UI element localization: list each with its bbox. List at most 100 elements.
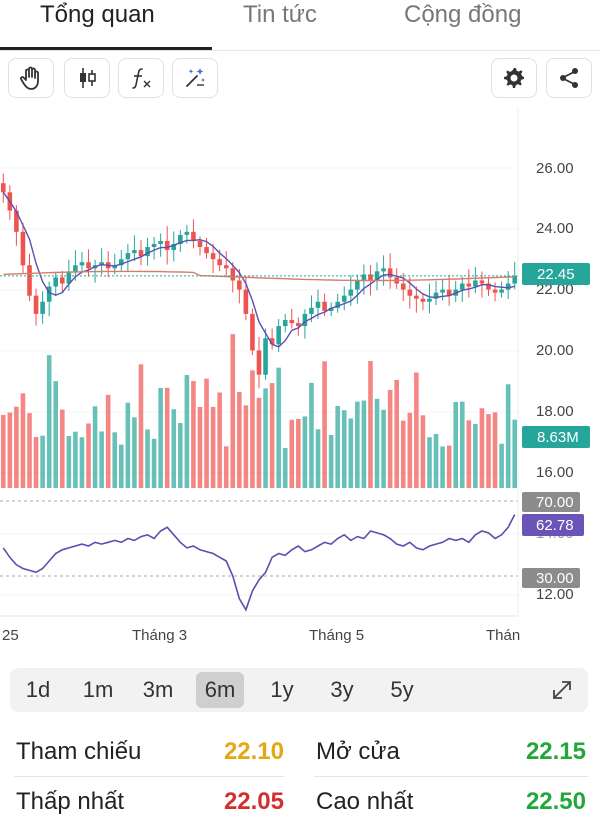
range-5y-button[interactable]: 5y xyxy=(390,677,414,702)
candle-body xyxy=(289,320,295,324)
candle-body xyxy=(158,240,163,244)
volume-bar xyxy=(263,388,268,488)
range-1y-button[interactable]: 1y xyxy=(270,677,294,702)
volume-bar xyxy=(387,389,393,488)
volume-bar xyxy=(53,381,59,488)
candle-body xyxy=(217,259,222,266)
candle-body xyxy=(420,298,426,302)
price-tick: 26.00 xyxy=(536,160,574,177)
candle-body xyxy=(223,265,229,269)
share-button[interactable] xyxy=(546,58,592,98)
candle-body xyxy=(125,253,131,260)
magic-wand-icon xyxy=(186,68,205,87)
fullscreen-button[interactable] xyxy=(548,676,576,704)
volume-bar xyxy=(269,383,275,488)
volume-bar xyxy=(328,434,334,488)
chart-settings-button[interactable] xyxy=(491,58,537,98)
top-tabs: Tổng quan Tin tức Cộng đồng xyxy=(0,0,600,51)
volume-bar xyxy=(223,446,229,488)
tab-news[interactable]: Tin tức xyxy=(243,1,317,28)
volume-bar xyxy=(27,413,32,488)
volume-bar xyxy=(112,432,118,488)
volume-bar xyxy=(407,412,413,488)
chart-toolbar xyxy=(0,52,600,106)
tab-community[interactable]: Cộng đồng xyxy=(404,1,522,28)
price-tick: 12.00 xyxy=(536,586,574,603)
candle-body xyxy=(459,283,465,290)
price-tick: 16.00 xyxy=(536,464,574,481)
candle-body xyxy=(361,274,367,281)
volume-bar xyxy=(414,372,419,488)
candle-body xyxy=(486,283,491,290)
candle-body xyxy=(210,253,216,260)
volume-bar xyxy=(479,408,485,488)
candle-body xyxy=(27,265,32,296)
price-tick: 18.00 xyxy=(536,403,574,420)
volume-bar xyxy=(73,431,78,488)
volume-bar xyxy=(119,444,124,488)
range-1d-button[interactable]: 1d xyxy=(25,677,51,702)
last-price-badge: 22.45 xyxy=(522,263,590,285)
volume-bar xyxy=(7,412,13,488)
volume-bar xyxy=(20,393,26,488)
volume-bars xyxy=(0,334,518,488)
candle-body xyxy=(355,280,360,290)
pan-tool-button[interactable] xyxy=(8,58,54,98)
candle-body xyxy=(197,240,203,248)
price-chart[interactable]: 26.00 24.00 22.00 20.00 18.00 16.00 14.0… xyxy=(0,108,600,648)
indicators-button[interactable] xyxy=(118,58,164,98)
volume-bar xyxy=(453,401,459,488)
volume-bar xyxy=(79,437,85,488)
range-3y-button[interactable]: 3y xyxy=(330,677,354,702)
candle-body xyxy=(499,289,504,293)
volume-bar xyxy=(341,410,347,488)
candle-body xyxy=(479,280,485,284)
candle-body xyxy=(440,289,445,293)
candle-body xyxy=(512,275,518,284)
volume-bar xyxy=(400,420,406,488)
volume-value: 8.63M xyxy=(537,429,579,446)
low-label: Thấp nhất xyxy=(16,788,125,815)
candle-body xyxy=(276,326,281,345)
tab-overview[interactable]: Tổng quan xyxy=(40,1,155,28)
volume-bar xyxy=(197,406,203,488)
high-value: 22.50 xyxy=(525,788,586,815)
candle-body xyxy=(138,250,144,257)
reference-label: Tham chiếu xyxy=(16,738,142,765)
hand-pan-icon xyxy=(20,66,39,90)
volume-bar xyxy=(145,429,150,488)
volume-bar xyxy=(505,384,511,488)
candle-body xyxy=(335,301,340,308)
candle-body xyxy=(171,244,177,251)
candle-body xyxy=(20,231,26,266)
range-3m-button[interactable]: 3m xyxy=(142,677,174,702)
candle-body xyxy=(269,338,275,345)
volume-bar xyxy=(420,415,426,488)
volume-bar xyxy=(473,423,478,488)
candle-body xyxy=(237,280,242,290)
magic-tools-button[interactable] xyxy=(172,58,218,98)
volume-bar xyxy=(125,402,131,488)
candle-body xyxy=(59,277,65,284)
volume-bar xyxy=(499,443,504,488)
volume-bar xyxy=(14,406,19,488)
volume-bar xyxy=(204,378,209,488)
volume-bar xyxy=(361,400,367,488)
rsi-upper-badge: 70.00 xyxy=(522,492,580,512)
chart-type-button[interactable] xyxy=(64,58,110,98)
active-tab-indicator xyxy=(0,47,212,50)
volume-bar xyxy=(171,409,177,488)
volume-bar xyxy=(368,360,373,488)
candle-body xyxy=(473,280,478,287)
volume-bar xyxy=(256,397,262,488)
open-value: 22.15 xyxy=(525,738,586,765)
candle-body xyxy=(309,307,314,314)
volume-bar xyxy=(282,447,288,488)
range-6m-button[interactable]: 6m xyxy=(196,672,244,708)
rsi-line xyxy=(2,514,516,612)
candle-body xyxy=(387,268,393,278)
range-selector: 1d 1m 3m 6m 1y 3y 5y xyxy=(10,668,588,712)
range-1m-button[interactable]: 1m xyxy=(82,677,114,702)
volume-bar xyxy=(217,392,222,488)
candle-body xyxy=(132,250,137,254)
